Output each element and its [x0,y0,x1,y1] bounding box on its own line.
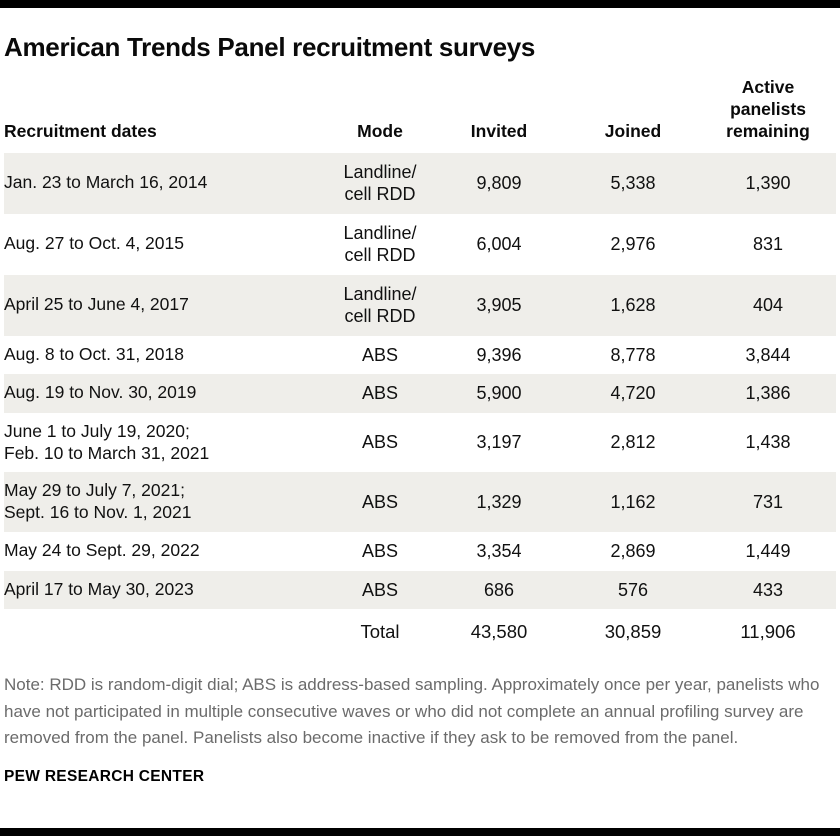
cell-joined: 1,628 [610,294,656,315]
cell-invited: 3,354 [476,541,522,562]
cell-total-invited: 43,580 [470,621,528,643]
cell-mode: ABS [361,432,399,453]
cell-joined: 2,812 [610,432,656,453]
cell-dates: June 1 to July 19, 2020; Feb. 10 to Marc… [4,420,210,463]
cell-dates: Aug. 19 to Nov. 30, 2019 [4,382,197,403]
cell-joined: 4,720 [610,383,656,404]
cell-mode: Landline/ cell RDD [343,222,417,266]
cell-dates: May 24 to Sept. 29, 2022 [4,540,200,561]
col-header-active-panelists-remaining: Active panelists remaining [726,77,810,141]
table-row: Jan. 23 to March 16, 2014 Landline/ cell… [4,152,836,214]
cell-total-joined: 30,859 [604,621,662,643]
bottom-bar [0,828,840,836]
col-header-recruitment-dates: Recruitment dates [4,120,157,141]
cell-total-spacer [4,609,328,652]
cell-remaining: 1,449 [745,541,791,562]
total-row: Total 43,580 30,859 11,906 [4,609,836,652]
cell-dates: April 17 to May 30, 2023 [4,578,194,599]
table-row: Aug. 27 to Oct. 4, 2015 Landline/ cell R… [4,214,836,275]
table-header-row: Recruitment dates Mode Invited Joined Ac… [4,77,836,153]
cell-invited: 5,900 [476,383,522,404]
cell-invited: 686 [483,579,515,600]
cell-joined: 1,162 [610,492,656,512]
source-label: PEW RESEARCH CENTER [4,768,205,786]
cell-dates: Jan. 23 to March 16, 2014 [4,172,208,193]
cell-mode: ABS [361,344,399,365]
cell-remaining: 1,438 [745,432,791,453]
col-header-invited: Invited [470,120,528,141]
table-row: April 17 to May 30, 2023 ABS 686 576 433 [4,570,836,610]
cell-mode: ABS [361,579,399,600]
cell-mode: Landline/ cell RDD [343,283,417,327]
cell-remaining: 1,386 [745,383,791,404]
cell-mode: Landline/ cell RDD [343,161,417,205]
cell-joined: 5,338 [610,172,656,193]
cell-dates: Aug. 8 to Oct. 31, 2018 [4,343,184,364]
cell-remaining: 433 [752,579,784,600]
cell-remaining: 1,390 [745,172,791,193]
cell-remaining: 731 [752,492,784,512]
cell-dates: April 25 to June 4, 2017 [4,294,189,315]
cell-invited: 9,809 [476,172,522,193]
cell-total-label: Total [360,621,400,643]
table-row: Aug. 8 to Oct. 31, 2018 ABS 9,396 8,778 … [4,336,836,375]
table-row: Aug. 19 to Nov. 30, 2019 ABS 5,900 4,720… [4,374,836,413]
cell-mode: ABS [361,492,399,512]
col-header-joined: Joined [604,120,662,141]
cell-remaining: 3,844 [745,344,791,365]
cell-invited: 9,396 [476,344,522,365]
table-row: June 1 to July 19, 2020; Feb. 10 to Marc… [4,413,836,473]
cell-joined: 2,869 [610,541,656,562]
table-row: April 25 to June 4, 2017 Landline/ cell … [4,274,836,336]
cell-invited: 6,004 [476,233,522,254]
col-header-mode: Mode [357,120,403,141]
recruitment-table: Recruitment dates Mode Invited Joined Ac… [4,77,836,652]
cell-remaining: 404 [752,294,784,315]
table-row: May 29 to July 7, 2021; Sept. 16 to Nov.… [4,472,836,533]
cell-invited: 1,329 [476,492,522,512]
cell-joined: 8,778 [610,344,656,365]
top-bar [0,0,840,8]
cell-joined: 576 [617,579,649,600]
cell-joined: 2,976 [610,233,656,254]
cell-dates: May 29 to July 7, 2021; Sept. 16 to Nov.… [4,480,192,523]
table-row: May 24 to Sept. 29, 2022 ABS 3,354 2,869… [4,532,836,571]
cell-remaining: 831 [752,233,784,254]
page-title: American Trends Panel recruitment survey… [4,32,536,62]
cell-invited: 3,197 [476,432,522,453]
cell-mode: ABS [361,541,399,562]
cell-invited: 3,905 [476,294,522,315]
cell-total-remaining: 11,906 [740,621,796,643]
cell-mode: ABS [361,383,399,404]
note-text: Note: RDD is random-digit dial; ABS is a… [4,675,820,747]
page-content: American Trends Panel recruitment survey… [4,32,836,786]
cell-dates: Aug. 27 to Oct. 4, 2015 [4,233,184,254]
